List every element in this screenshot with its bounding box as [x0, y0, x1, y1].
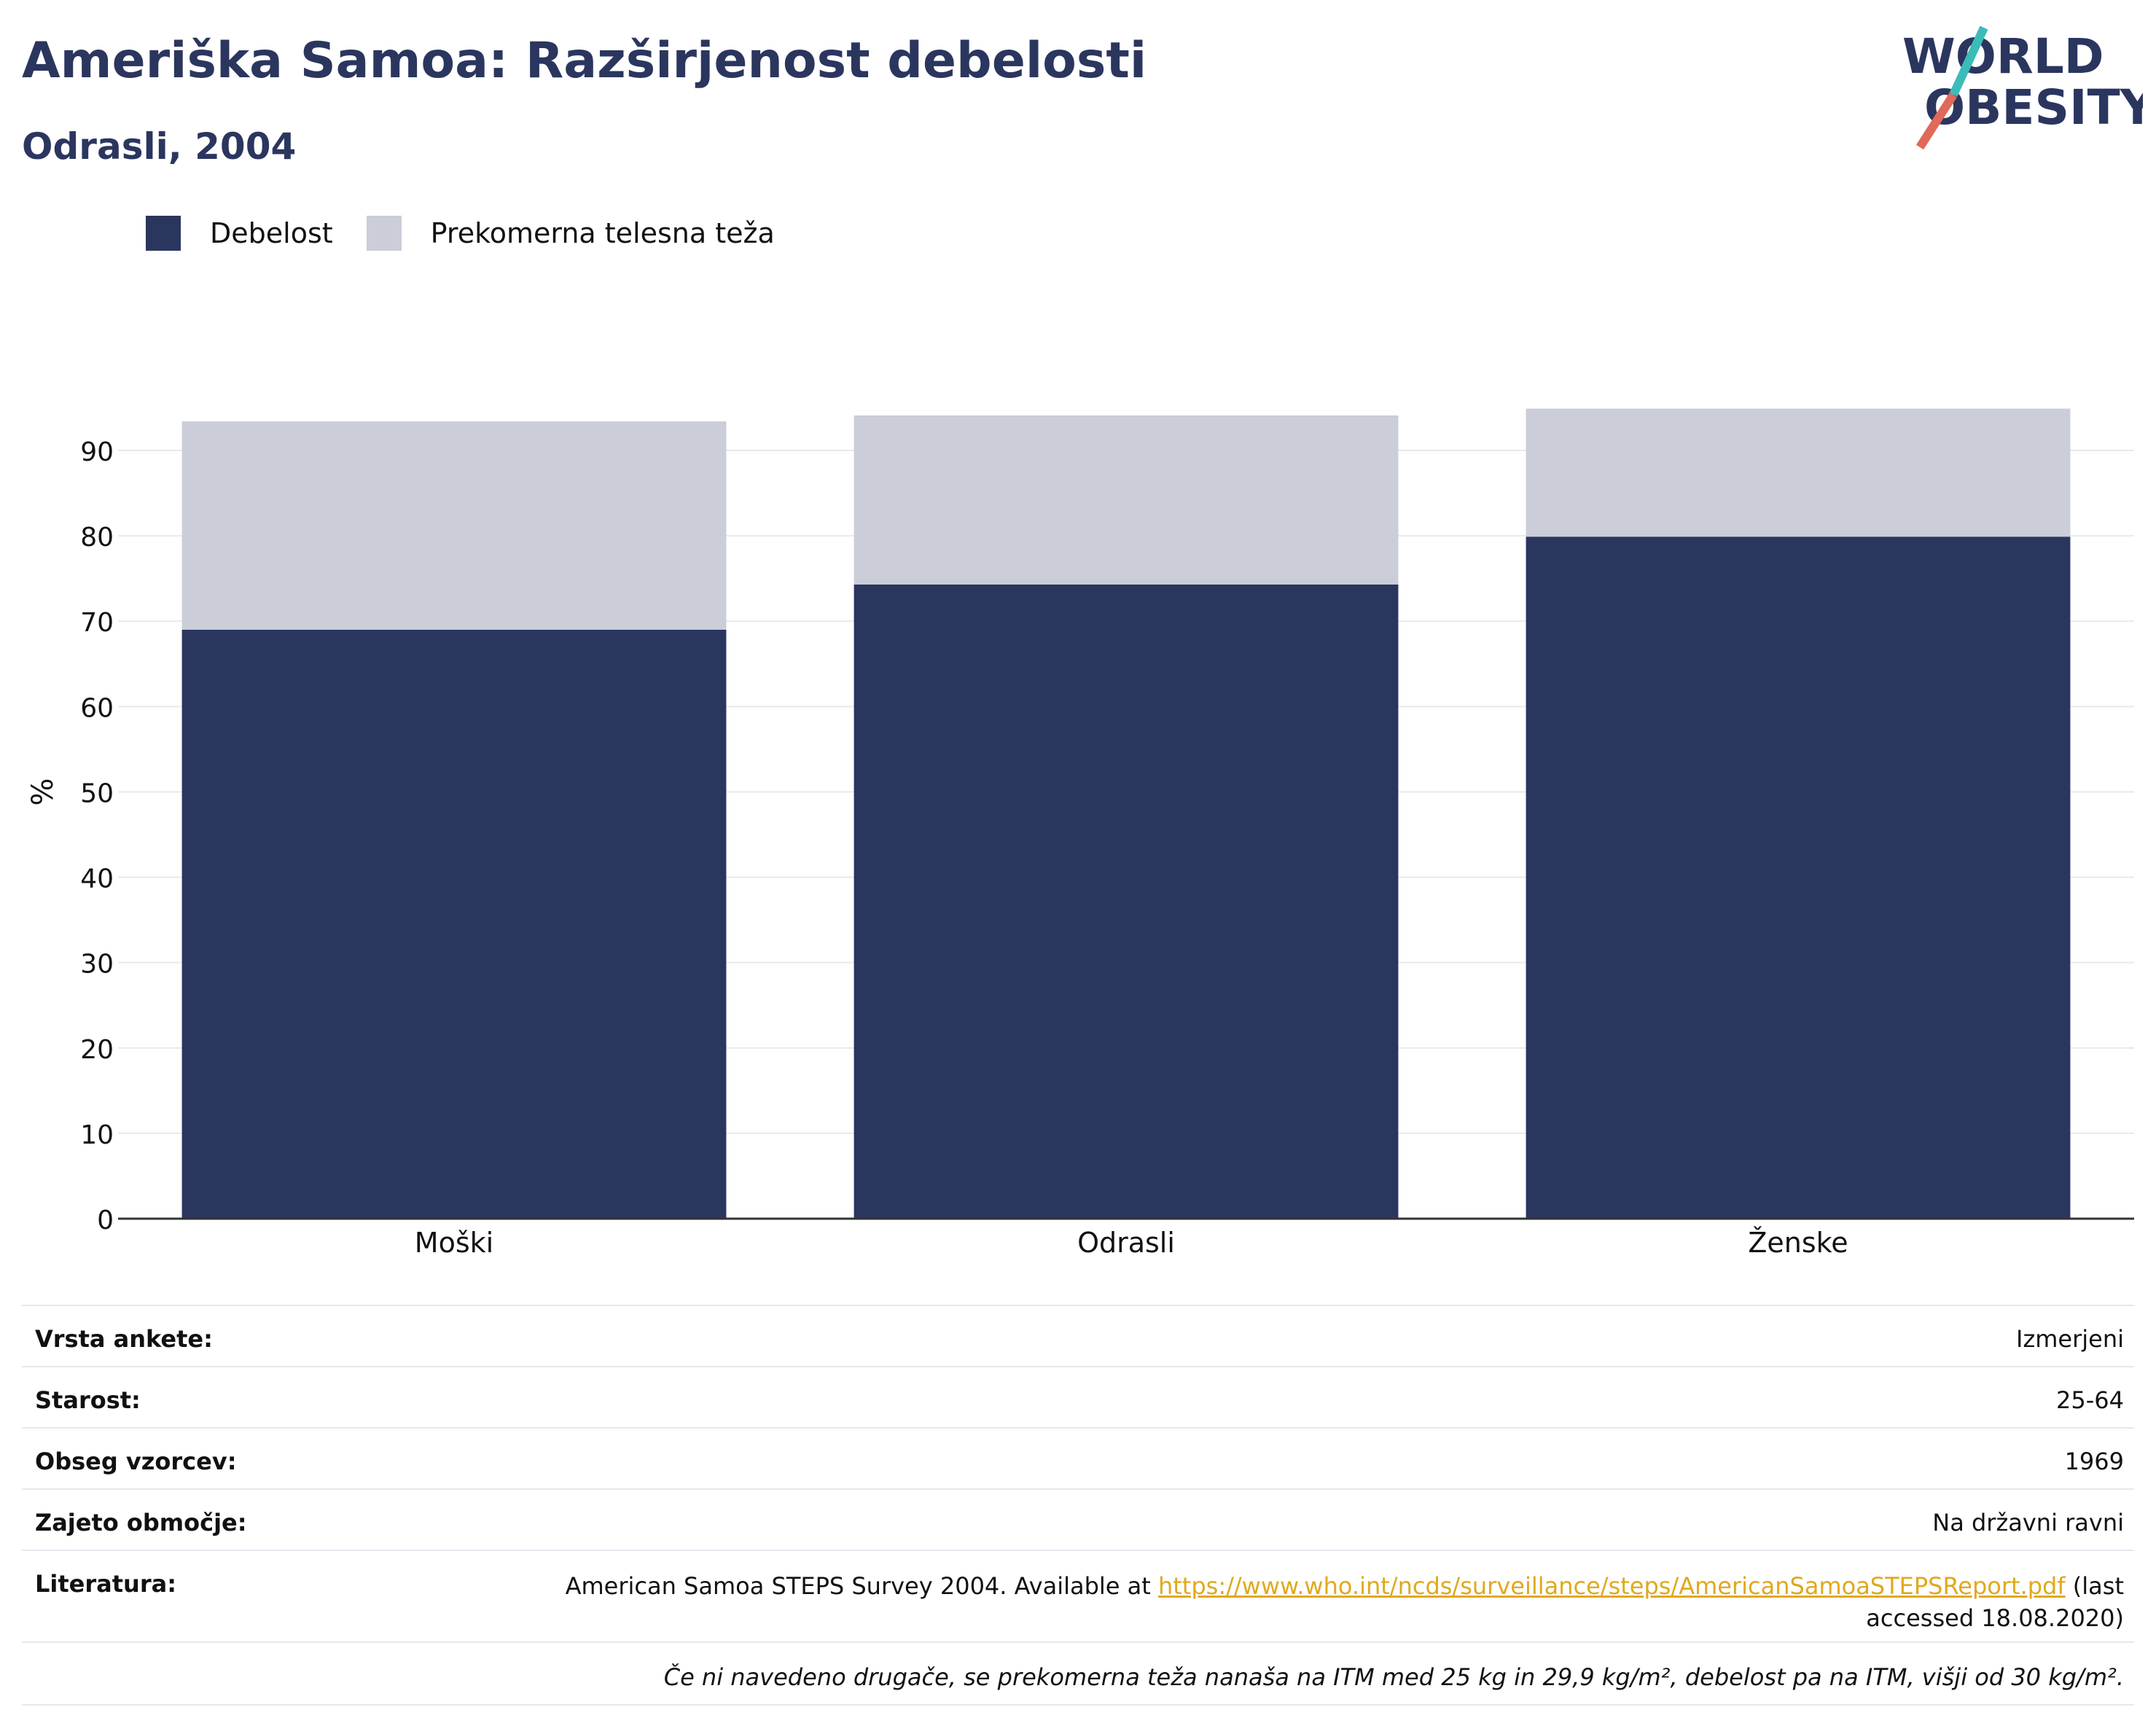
chart-legend: Debelost Prekomerna telesna teža	[146, 216, 808, 251]
page-title: Ameriška Samoa: Razširjenost debelosti	[22, 32, 1147, 90]
bar-obesity-0	[181, 629, 727, 1219]
world-obesity-logo: WORLD OBESITY	[1902, 26, 2143, 150]
y-axis-label: %	[26, 778, 60, 805]
y-tick-label-40: 40	[80, 864, 114, 894]
y-tick-label-70: 70	[80, 608, 114, 638]
reference-text-before: American Samoa STEPS Survey 2004. Availa…	[565, 1572, 1158, 1600]
logo-line1: WORLD	[1902, 28, 2104, 85]
survey-info-table: Vrsta ankete: Izmerjeni Starost: 25-64 O…	[22, 1305, 2134, 1706]
bar-overweight-1	[854, 415, 1399, 585]
survey-type-value: Izmerjeni	[2016, 1325, 2124, 1353]
y-tick-label-90: 90	[80, 437, 114, 467]
y-tick-label-50: 50	[80, 778, 114, 808]
sample-value: 1969	[2064, 1448, 2124, 1475]
area-value: Na državni ravni	[1932, 1509, 2124, 1536]
y-tick-label-60: 60	[80, 693, 114, 723]
page-subtitle: Odrasli, 2004	[22, 125, 297, 168]
info-row-survey-type: Vrsta ankete: Izmerjeni	[22, 1306, 2134, 1367]
y-tick-label-20: 20	[80, 1035, 114, 1065]
info-row-reference: Literatura: American Samoa STEPS Survey …	[22, 1551, 2134, 1643]
legend-label-obesity: Debelost	[210, 217, 333, 249]
info-row-sample: Obseg vzorcev: 1969	[22, 1429, 2134, 1490]
logo-red-slash	[1915, 92, 1958, 150]
reference-value: American Samoa STEPS Survey 2004. Availa…	[520, 1570, 2124, 1634]
definition-note: Če ni navedeno drugače, se prekomerna te…	[22, 1643, 2134, 1706]
age-label: Starost:	[35, 1386, 141, 1414]
legend-item-overweight[interactable]: Prekomerna telesna teža	[366, 216, 775, 251]
bar-obesity-2	[1526, 536, 2071, 1219]
info-row-area: Zajeto območje: Na državni ravni	[22, 1490, 2134, 1551]
legend-swatch-obesity	[146, 216, 181, 251]
legend-item-obesity[interactable]: Debelost	[146, 216, 333, 251]
x-tick-label-2: Ženske	[1748, 1227, 1848, 1259]
x-tick-label-1: Odrasli	[1077, 1227, 1175, 1259]
info-row-age: Starost: 25-64	[22, 1367, 2134, 1429]
y-tick-label-30: 30	[80, 950, 114, 980]
bar-obesity-1	[854, 584, 1399, 1219]
y-tick-label-0: 0	[97, 1206, 114, 1235]
survey-type-label: Vrsta ankete:	[35, 1325, 213, 1353]
legend-label-overweight: Prekomerna telesna teža	[430, 217, 775, 249]
reference-link[interactable]: https://www.who.int/ncds/surveillance/st…	[1157, 1572, 2066, 1600]
y-tick-label-10: 10	[80, 1120, 114, 1150]
age-value: 25-64	[2056, 1386, 2124, 1414]
logo-teal-slash	[1949, 26, 1988, 97]
bar-overweight-2	[1526, 408, 2071, 537]
x-tick-label-0: Moški	[415, 1227, 493, 1259]
y-tick-label-80: 80	[80, 523, 114, 552]
stacked-bar-chart: 0 10 20 30 40 50 60 70 80 90% Moški Odrasli Ženske	[26, 408, 2134, 1259]
bar-overweight-0	[181, 421, 727, 630]
sample-label: Obseg vzorcev:	[35, 1448, 237, 1475]
legend-swatch-overweight	[366, 216, 402, 251]
area-label: Zajeto območje:	[35, 1509, 247, 1536]
reference-label: Literatura:	[35, 1570, 176, 1598]
reference-text-after: (last accessed 18.08.2020)	[1866, 1572, 2124, 1632]
